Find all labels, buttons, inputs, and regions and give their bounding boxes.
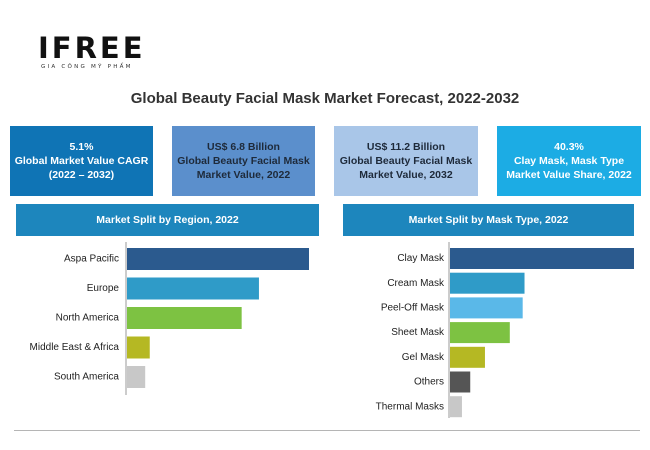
kpi-clay-share-period: Market Value Share, 2022 xyxy=(506,169,632,181)
kpi-value-2022-label: Global Beauty Facial Mask xyxy=(177,155,310,167)
region-bar-middle-east-africa xyxy=(127,336,150,359)
mask-type-label-peel-off-mask: Peel-Off Mask xyxy=(381,303,445,314)
kpi-value-2032: US$ 11.2 Billion Global Beauty Facial Ma… xyxy=(334,126,478,196)
logo-tagline: GIA CÔNG MỸ PHẨM xyxy=(41,64,133,70)
kpi-clay-share: 40.3% Clay Mask, Mask Type Market Value … xyxy=(497,126,641,196)
logo-wordmark: IFREE xyxy=(38,31,146,65)
mask-type-bar-clay-mask xyxy=(450,248,634,269)
kpi-value-2022-amount: US$ 6.8 Billion xyxy=(207,141,280,153)
mask-type-label-others: Others xyxy=(414,377,444,388)
kpi-cagr-period: (2022 – 2032) xyxy=(48,169,115,181)
region-bar-aspa-pacific xyxy=(127,248,309,270)
mask-type-label-gel-mask: Gel Mask xyxy=(402,352,445,363)
mask-type-chart-title: Market Split by Mask Type, 2022 xyxy=(343,204,634,236)
kpi-cagr: 5.1% Global Market Value CAGR (2022 – 20… xyxy=(10,126,153,196)
region-bar-south-america xyxy=(127,366,146,388)
region-bar-north-america xyxy=(127,307,242,329)
region-chart-title: Market Split by Region, 2022 xyxy=(16,204,319,236)
kpi-cagr-label: Global Market Value CAGR xyxy=(14,155,149,167)
kpi-value-2022: US$ 6.8 Billion Global Beauty Facial Mas… xyxy=(172,126,315,196)
brand-logo: IFREE GIA CÔNG MỸ PHẨM xyxy=(38,33,146,70)
region-label-aspa-pacific: Aspa Pacific xyxy=(64,254,119,265)
page-title: Global Beauty Facial Mask Market Forecas… xyxy=(130,90,520,107)
kpi-clay-share-value: 40.3% xyxy=(554,141,584,153)
kpi-value-2032-label: Global Beauty Facial Mask xyxy=(339,155,473,167)
kpi-cagr-value: 5.1% xyxy=(69,141,94,153)
mask-type-bar-thermal-masks xyxy=(450,396,462,418)
kpi-value-2032-period: Market Value, 2032 xyxy=(359,169,453,181)
region-label-middle-east-africa: Middle East & Africa xyxy=(30,342,120,353)
mask-type-bar-gel-mask xyxy=(450,346,485,368)
footer-divider xyxy=(14,430,640,431)
kpi-value-2022-period: Market Value, 2022 xyxy=(196,169,291,181)
region-label-north-america: North America xyxy=(56,313,120,324)
region-bar-europe xyxy=(127,277,259,300)
mask-type-bar-peel-off-mask xyxy=(450,297,523,319)
mask-type-label-thermal-masks: Thermal Masks xyxy=(376,401,444,412)
mask-type-bar-cream-mask xyxy=(450,272,525,294)
kpi-value-2032-amount: US$ 11.2 Billion xyxy=(366,141,446,153)
kpi-clay-share-label: Clay Mask, Mask Type xyxy=(513,155,625,167)
mask-type-bar-others xyxy=(450,371,471,393)
region-label-europe: Europe xyxy=(87,283,120,294)
mask-type-label-clay-mask: Clay Mask xyxy=(397,253,445,264)
mask-type-label-sheet-mask: Sheet Mask xyxy=(391,327,445,338)
mask-type-label-cream-mask: Cream Mask xyxy=(387,278,445,289)
region-label-south-america: South America xyxy=(54,372,119,383)
mask-type-bar-sheet-mask xyxy=(450,322,510,344)
